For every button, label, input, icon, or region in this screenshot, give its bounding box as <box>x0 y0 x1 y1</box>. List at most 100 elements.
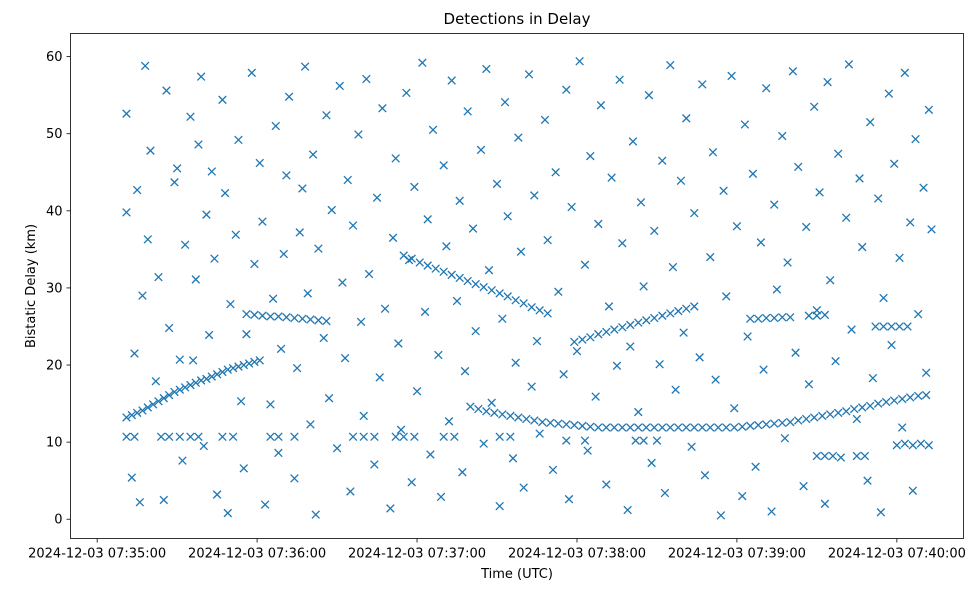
data-point <box>743 332 752 341</box>
data-point <box>626 423 635 432</box>
data-point <box>380 304 390 314</box>
data-point <box>495 432 504 441</box>
data-point <box>551 168 560 177</box>
data-point <box>423 215 432 224</box>
data-point <box>626 342 635 351</box>
data-point <box>290 432 299 441</box>
data-point <box>548 465 558 475</box>
data-point <box>162 86 171 95</box>
data-point <box>506 432 515 441</box>
data-point <box>865 117 875 127</box>
data-point <box>458 467 467 477</box>
data-point <box>535 429 544 438</box>
data-point <box>546 418 555 428</box>
data-point <box>666 423 675 432</box>
data-point <box>562 85 571 95</box>
data-point <box>250 310 259 320</box>
data-point <box>610 325 619 334</box>
data-point <box>196 376 206 385</box>
data-point <box>881 397 891 407</box>
data-point <box>660 488 670 498</box>
data-point <box>212 370 222 379</box>
data-point <box>748 169 758 179</box>
data-point <box>913 309 923 319</box>
data-point <box>130 349 139 358</box>
data-point <box>873 194 883 203</box>
data-point <box>439 432 448 441</box>
data-point <box>761 313 771 323</box>
data-point <box>618 423 627 432</box>
data-point <box>903 322 912 331</box>
data-point <box>780 434 790 443</box>
data-point <box>682 423 691 432</box>
data-point <box>132 408 142 418</box>
data-point <box>236 397 246 406</box>
data-point <box>186 380 195 390</box>
data-point <box>769 313 779 323</box>
data-point <box>751 462 760 472</box>
data-point <box>138 291 147 300</box>
data-point <box>218 95 227 105</box>
data-point <box>426 450 435 459</box>
data-point <box>812 451 822 461</box>
data-point <box>706 252 715 262</box>
data-point <box>570 337 579 347</box>
data-point <box>916 439 926 448</box>
data-point <box>194 432 203 441</box>
data-point <box>532 336 542 346</box>
data-point <box>175 385 185 394</box>
data-point <box>324 393 334 403</box>
data-point <box>487 398 496 408</box>
data-point <box>745 314 755 324</box>
data-point <box>210 254 219 263</box>
data-point <box>580 260 590 270</box>
data-point <box>282 312 291 322</box>
data-point <box>186 112 195 122</box>
data-point <box>777 418 787 428</box>
y-tick-label: 10 <box>46 436 63 451</box>
data-point <box>879 322 888 331</box>
data-point <box>785 417 795 427</box>
data-point <box>410 432 419 441</box>
y-axis-ticks: 0 10 20 30 40 50 60 <box>46 50 71 528</box>
data-point <box>687 442 696 452</box>
data-point <box>908 440 918 450</box>
data-point <box>164 323 174 333</box>
data-point <box>706 423 715 432</box>
data-point <box>841 407 851 416</box>
data-point <box>298 314 307 324</box>
data-point <box>479 439 488 448</box>
data-point <box>484 265 494 275</box>
data-point <box>658 311 667 320</box>
data-point <box>154 272 163 282</box>
data-point <box>135 498 145 507</box>
data-point <box>650 313 659 323</box>
data-point <box>631 436 640 445</box>
data-point <box>647 458 656 468</box>
data-point <box>204 330 214 340</box>
data-point <box>543 235 552 245</box>
data-point <box>889 159 899 169</box>
data-point <box>863 476 872 485</box>
data-point <box>602 480 611 489</box>
data-point <box>612 361 622 371</box>
data-point <box>455 196 464 206</box>
data-point <box>164 432 174 441</box>
data-point <box>223 365 233 374</box>
data-point <box>844 60 854 69</box>
data-point <box>895 253 904 263</box>
plot-frame <box>70 33 964 539</box>
data-point <box>410 182 419 192</box>
data-point <box>887 322 896 331</box>
data-point <box>314 244 323 253</box>
data-point <box>791 348 800 357</box>
y-axis-title: Bistatic Delay (km) <box>24 224 39 348</box>
data-point <box>359 432 368 441</box>
data-point <box>436 492 446 502</box>
data-point <box>783 258 792 267</box>
data-point <box>362 74 371 84</box>
data-point <box>495 289 504 298</box>
data-point <box>567 202 576 212</box>
data-point <box>228 432 238 441</box>
